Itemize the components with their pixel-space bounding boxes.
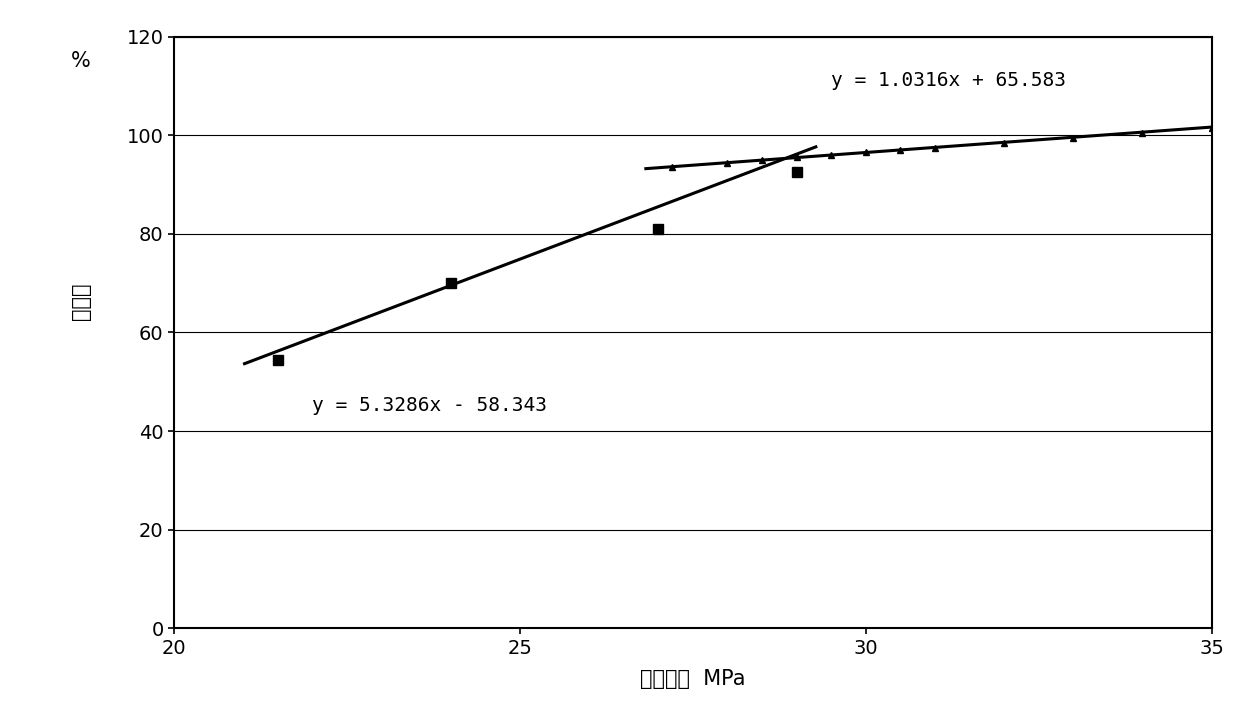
Text: %: % (71, 51, 90, 71)
Text: y = 5.3286x - 58.343: y = 5.3286x - 58.343 (312, 396, 548, 415)
Text: y = 1.0316x + 65.583: y = 1.0316x + 65.583 (831, 71, 1066, 90)
Text: 采收率: 采收率 (71, 283, 90, 320)
X-axis label: 聚替压力  MPa: 聚替压力 MPa (641, 668, 746, 689)
